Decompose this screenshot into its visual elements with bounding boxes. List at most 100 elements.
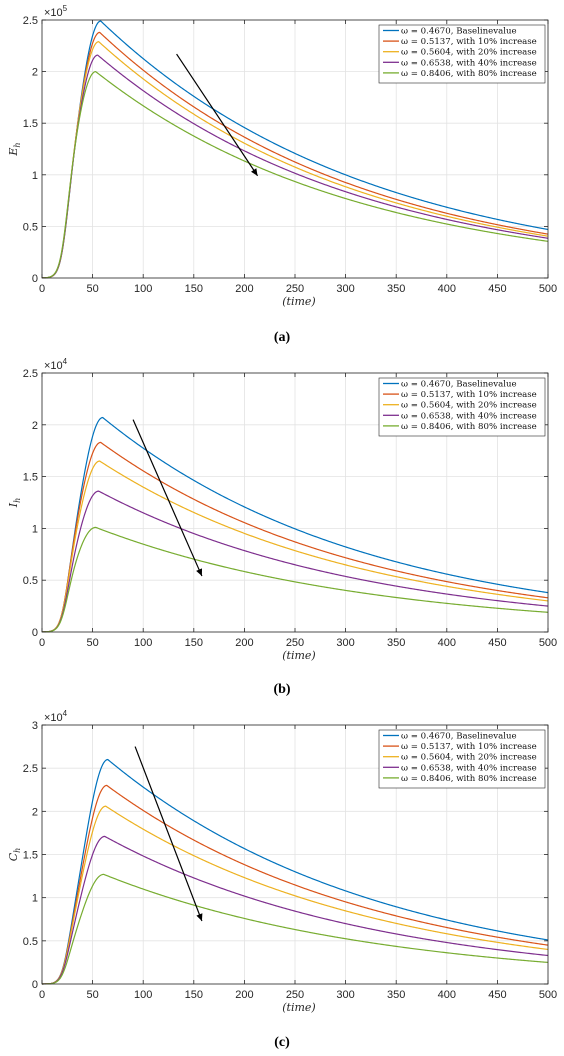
x-tick-label: 450: [488, 989, 506, 1001]
legend-label: ω = 0.5137, with 10% increase: [401, 742, 537, 752]
x-tick-label: 250: [286, 637, 304, 649]
legend-label: ω = 0.8406, with 80% increase: [401, 69, 537, 79]
y-axis-label: Ih: [7, 498, 22, 509]
y-tick-label: 1.5: [23, 118, 38, 130]
legend-box: [378, 377, 546, 437]
y-axis-label: Ch: [7, 848, 22, 862]
chart-panel-1: 0 50 100 150 200 250 300 350 400 450 500 0 0.5 1 1.5 2 2…: [7, 4, 557, 345]
x-tick-label: 100: [134, 283, 152, 295]
x-tick-label: 500: [539, 283, 557, 295]
series-line-3: [41, 41, 549, 279]
y-tick-label: 2.5: [23, 15, 38, 27]
x-tick-label: 250: [286, 283, 304, 295]
x-tick-label: 50: [86, 989, 98, 1001]
legend-box: [378, 729, 546, 789]
legend-label: ω = 0.4670, Baselinevalue: [401, 380, 517, 390]
series-line-5: [41, 873, 549, 985]
legend-label: ω = 0.5604, with 20% increase: [401, 401, 537, 411]
x-tick-label: 400: [438, 283, 456, 295]
x-tick-label: 400: [438, 989, 456, 1001]
x-tick-label: 150: [185, 283, 203, 295]
legend-label: ω = 0.6538, with 40% increase: [401, 411, 537, 421]
series-line-4: [41, 835, 549, 985]
legend-label: ω = 0.5137, with 10% increase: [401, 390, 537, 400]
y-axis-label-subscript: h: [13, 848, 22, 853]
trend-arrow-head: [196, 913, 203, 921]
x-tick-label: 100: [134, 637, 152, 649]
y-axis-label: Eh: [7, 142, 22, 156]
legend-label: ω = 0.5604, with 20% increase: [401, 753, 537, 763]
x-tick-label: 350: [387, 637, 405, 649]
x-tick-label: 50: [86, 283, 98, 295]
x-tick-label: 300: [336, 637, 354, 649]
panel-caption: (a): [274, 330, 291, 345]
chart-panel-3: 0 50 100 150 200 250 300 350 400 450 500 0 0.5 1 1.5 2 2…: [7, 709, 557, 1050]
panel-caption: (b): [273, 682, 290, 697]
x-tick-label: 0: [39, 989, 45, 1001]
y-tick-label: 1: [32, 523, 38, 535]
trend-arrow-shaft: [176, 53, 259, 177]
series-line-3: [41, 460, 549, 633]
legend-label: ω = 0.6538, with 40% increase: [401, 58, 537, 68]
legend-label: ω = 0.6538, with 40% increase: [401, 763, 537, 773]
y-tick-label: 0: [32, 627, 38, 639]
legend-label: ω = 0.8406, with 80% increase: [401, 422, 537, 432]
y-axis-label-subscript: h: [13, 142, 22, 147]
trend-arrow-head: [196, 568, 203, 577]
y-tick-label: 1: [32, 170, 38, 182]
x-axis-label: (time): [282, 649, 315, 662]
legend-label: ω = 0.5604, with 20% increase: [401, 48, 537, 58]
x-tick-label: 350: [387, 283, 405, 295]
y-axis-label-subscript: h: [13, 498, 22, 503]
legend-label: ω = 0.5137, with 10% increase: [401, 37, 537, 47]
trend-arrow-shaft: [132, 419, 203, 577]
legend-box: [378, 24, 546, 84]
y-exponent-label: ×105: [44, 4, 68, 19]
series-line-1: [41, 758, 549, 985]
series-line-2: [41, 441, 549, 633]
y-tick-label: 0: [32, 979, 38, 991]
series-line-2: [41, 31, 549, 279]
x-tick-label: 500: [539, 989, 557, 1001]
legend-label: ω = 0.4670, Baselinevalue: [401, 732, 517, 742]
x-tick-label: 350: [387, 989, 405, 1001]
y-tick-label: 2: [32, 806, 38, 818]
legend-label: ω = 0.8406, with 80% increase: [401, 774, 537, 784]
series-line-1: [41, 20, 549, 279]
y-exponent-label: ×104: [44, 357, 68, 372]
series-line-5: [41, 70, 549, 279]
series-line-1: [41, 416, 549, 633]
y-exponent-power: 5: [63, 4, 68, 13]
x-tick-label: 100: [134, 989, 152, 1001]
x-tick-label: 500: [539, 637, 557, 649]
x-tick-label: 300: [336, 989, 354, 1001]
x-axis-label: (time): [282, 295, 315, 308]
series-line-4: [41, 54, 549, 279]
series-line-4: [41, 490, 549, 633]
legend-label: ω = 0.4670, Baselinevalue: [401, 27, 517, 37]
y-tick-label: 0.5: [23, 936, 38, 948]
x-tick-label: 250: [286, 989, 304, 1001]
trend-arrow-head: [251, 168, 258, 176]
y-tick-label: 0.5: [23, 575, 38, 587]
y-tick-label: 1.5: [23, 472, 38, 484]
series-line-5: [41, 526, 549, 633]
y-exponent-power: 4: [63, 357, 68, 366]
y-tick-label: 1: [32, 893, 38, 905]
x-axis-label: (time): [282, 1001, 315, 1014]
y-tick-label: 2: [32, 420, 38, 432]
series-line-2: [41, 784, 549, 985]
y-tick-label: 2.5: [23, 368, 38, 380]
y-tick-label: 3: [32, 720, 38, 732]
x-tick-label: 50: [86, 637, 98, 649]
x-tick-label: 150: [185, 989, 203, 1001]
x-tick-label: 450: [488, 637, 506, 649]
y-exponent-power: 4: [63, 709, 68, 718]
y-tick-label: 2.5: [23, 763, 38, 775]
x-tick-label: 300: [336, 283, 354, 295]
trend-arrow-shaft: [134, 746, 203, 922]
y-tick-label: 0: [32, 273, 38, 285]
x-tick-label: 0: [39, 283, 45, 295]
x-tick-label: 200: [235, 283, 253, 295]
